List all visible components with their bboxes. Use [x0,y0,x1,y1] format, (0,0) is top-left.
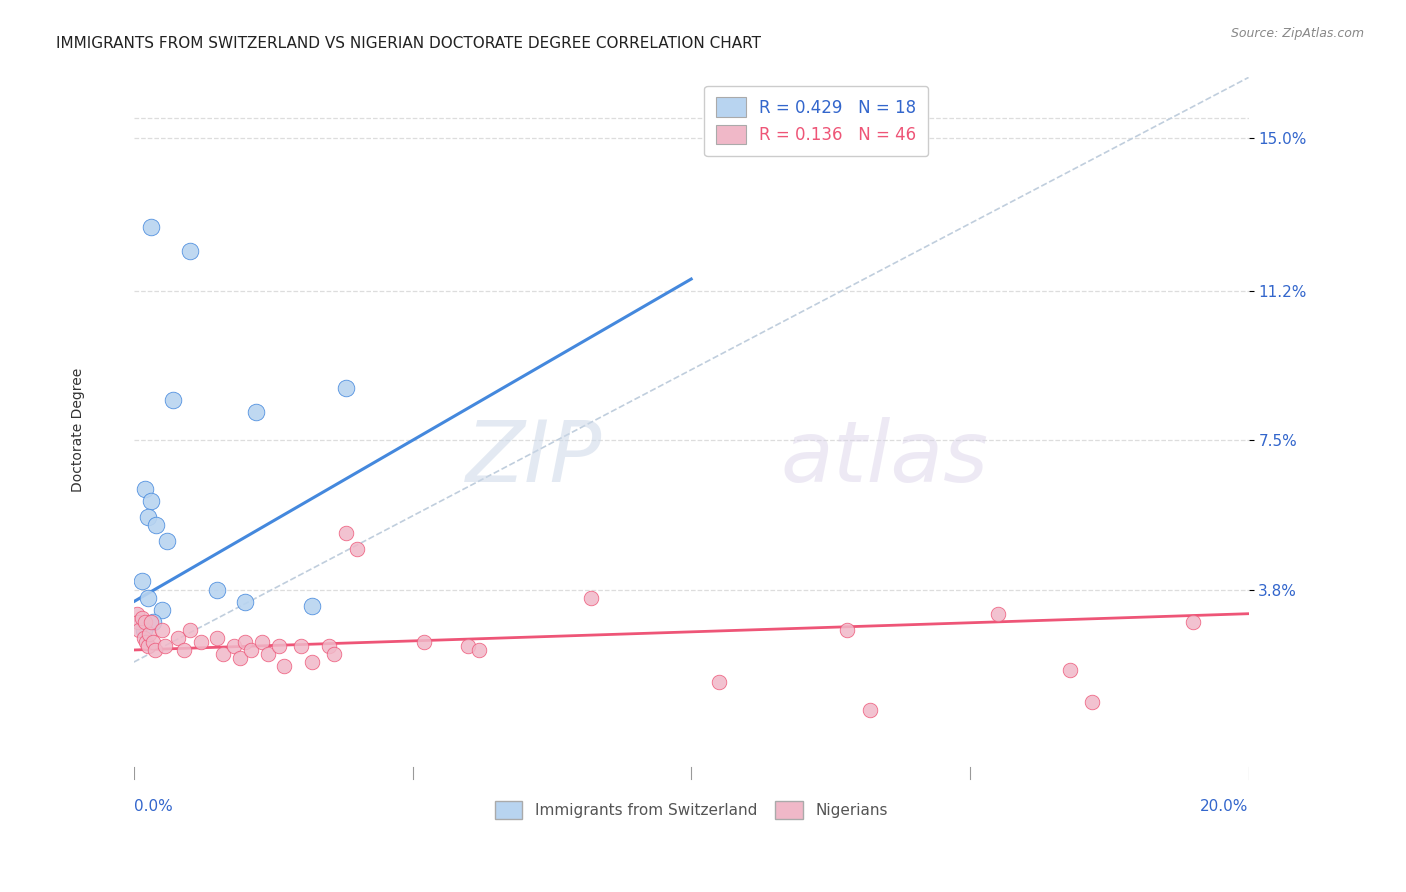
Point [142,635,165,649]
Point [134,615,156,629]
Point [212,647,235,661]
Point [150,602,173,616]
Point [335,526,357,541]
Point [323,647,346,661]
Point [179,623,201,637]
Point [318,639,340,653]
Point [290,639,312,653]
Point [301,655,323,669]
Point [224,639,246,653]
Point [143,643,166,657]
Point [233,594,256,608]
Point [233,635,256,649]
Point [138,627,160,641]
Point [139,219,162,234]
Point [179,244,201,258]
Point [190,635,212,649]
Point [142,615,165,629]
Point [127,615,149,629]
Point [207,582,229,597]
Legend: Immigrants from Switzerland, Nigerians: Immigrants from Switzerland, Nigerians [489,795,894,825]
Point [301,599,323,613]
Point [250,635,273,649]
Point [139,615,162,629]
Point [131,574,153,589]
Point [335,381,357,395]
Point [457,639,479,653]
Point [239,643,262,657]
Text: 0.0%: 0.0% [134,799,173,814]
Point [837,623,859,637]
Point [412,635,434,649]
Point [145,518,167,533]
Y-axis label: Doctorate Degree: Doctorate Degree [72,368,86,492]
Point [1059,663,1081,677]
Text: IMMIGRANTS FROM SWITZERLAND VS NIGERIAN DOCTORATE DEGREE CORRELATION CHART: IMMIGRANTS FROM SWITZERLAND VS NIGERIAN … [56,36,761,51]
Text: Source: ZipAtlas.com: Source: ZipAtlas.com [1230,27,1364,40]
Text: 20.0%: 20.0% [1201,799,1249,814]
Point [468,643,491,657]
Text: atlas: atlas [780,417,988,500]
Point [135,635,157,649]
Point [162,392,184,407]
Point [245,405,267,419]
Point [128,623,150,637]
Point [134,482,156,496]
Point [131,611,153,625]
Point [1181,615,1204,629]
Point [273,659,295,673]
Point [153,639,176,653]
Point [346,542,368,557]
Point [707,675,730,690]
Point [579,591,602,605]
Point [136,591,159,605]
Point [173,643,195,657]
Point [256,647,278,661]
Point [987,607,1010,621]
Point [132,631,155,645]
Point [858,703,880,717]
Point [150,623,173,637]
Point [267,639,290,653]
Point [132,623,155,637]
Point [1081,695,1104,709]
Point [136,510,159,524]
Point [136,639,159,653]
Text: ZIP: ZIP [465,417,602,500]
Point [125,607,148,621]
Point [207,631,229,645]
Point [167,631,190,645]
Point [229,651,252,665]
Point [139,493,162,508]
Point [156,534,179,549]
